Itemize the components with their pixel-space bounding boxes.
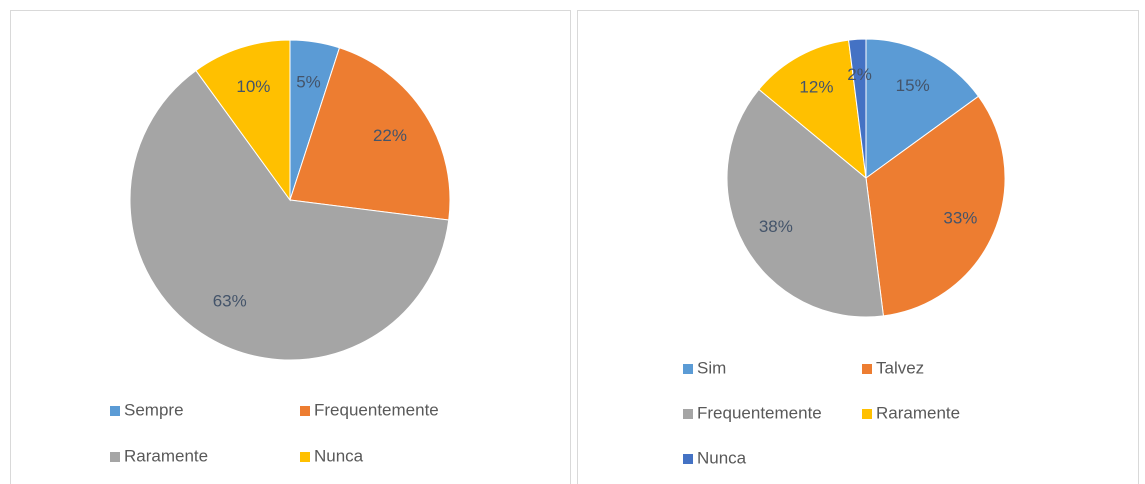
pie-slice (865, 38, 980, 179)
legend-label: Sempre (124, 400, 184, 419)
legend-label: Nunca (314, 446, 364, 465)
legend-swatch (300, 452, 310, 462)
data-label: 12% (799, 77, 833, 96)
pie-slice (726, 88, 884, 318)
data-label: 2% (847, 65, 872, 84)
data-label: 15% (896, 76, 930, 95)
pie-slice (195, 39, 291, 202)
data-label: 38% (759, 217, 793, 236)
pie-slice (289, 47, 451, 221)
legend-swatch (862, 364, 872, 374)
pie-slice (848, 38, 867, 179)
pie-slice (129, 69, 450, 361)
legend-swatch (300, 406, 310, 416)
legend-swatch (683, 364, 693, 374)
pie-slice (865, 95, 1006, 317)
data-label: 5% (296, 73, 321, 92)
data-label: 22% (373, 126, 407, 145)
legend-label: Nunca (697, 448, 747, 467)
legend-label: Sim (697, 358, 726, 377)
legend-swatch (110, 452, 120, 462)
legend-swatch (683, 454, 693, 464)
legend-label: Frequentemente (697, 403, 822, 422)
legend-label: Raramente (876, 403, 960, 422)
pie-slice (758, 39, 867, 180)
data-label: 63% (213, 291, 247, 310)
data-label: 10% (236, 77, 270, 96)
legend-swatch (110, 406, 120, 416)
legend-swatch (683, 409, 693, 419)
legend-swatch (862, 409, 872, 419)
data-label: 33% (943, 208, 977, 227)
legend-label: Talvez (876, 358, 924, 377)
legend-label: Raramente (124, 446, 208, 465)
legend-label: Frequentemente (314, 400, 439, 419)
